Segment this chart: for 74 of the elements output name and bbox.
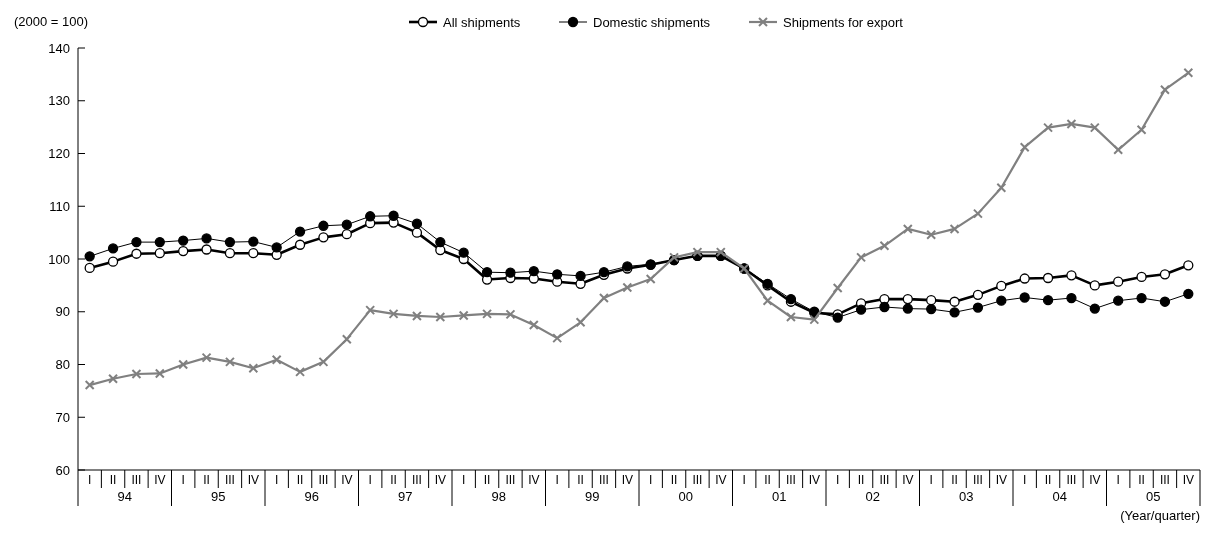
x-tick-label: IV	[341, 473, 353, 487]
y-tick-label: 100	[48, 251, 70, 267]
x-tick-label: I	[275, 473, 279, 487]
x-tick-label: IV	[434, 473, 446, 487]
legend-label: Shipments for export	[783, 14, 904, 30]
x-tick-label: IV	[528, 473, 540, 487]
x-tick-label: I	[555, 473, 559, 487]
x-tick-label: IV	[902, 473, 914, 487]
y-tick-label: 70	[55, 409, 70, 425]
text: 05	[1146, 489, 1161, 504]
text: 96	[304, 489, 319, 504]
x-tick-label: II	[670, 473, 678, 487]
x-tick-label: II	[203, 473, 210, 487]
x-tick-label: III	[224, 473, 235, 487]
x-tick-label: III	[1066, 473, 1077, 487]
x-tick-label: II	[483, 473, 491, 487]
x-tick-label: I	[462, 473, 466, 487]
y-tick-label: 130	[48, 93, 70, 109]
x-tick-label: IV	[1182, 473, 1194, 487]
x-tick-label: III	[1159, 473, 1170, 487]
x-tick-label: III	[785, 473, 796, 487]
x-tick-label: I	[1116, 473, 1120, 487]
y-tick-label: 120	[48, 146, 70, 162]
x-tick-label: I	[836, 473, 840, 487]
x-tick-label: IV	[621, 473, 633, 487]
legend-label: Domestic shipments	[593, 14, 711, 30]
x-tick-label: I	[929, 473, 933, 487]
y-tick-label: 110	[49, 198, 70, 214]
x-tick-label: II	[764, 473, 771, 487]
text: 00	[678, 489, 693, 504]
x-tick-label: II	[951, 473, 958, 487]
y-tick-label: 140	[48, 40, 70, 56]
x-tick-label: II	[1044, 473, 1052, 487]
y-axis-title: (2000 = 100)	[14, 14, 89, 29]
x-tick-label: II	[1138, 473, 1145, 487]
x-tick-label: I	[742, 473, 746, 487]
x-tick-label: IV	[154, 473, 166, 487]
x-tick-label: II	[296, 473, 304, 487]
x-tick-label: III	[411, 473, 422, 487]
x-tick-label: III	[505, 473, 516, 487]
x-tick-label: IV	[808, 473, 820, 487]
y-tick-label: 60	[55, 462, 70, 478]
x-tick-label: III	[598, 473, 609, 487]
text: 01	[772, 489, 787, 504]
x-tick-label: II	[577, 473, 584, 487]
x-tick-label: IV	[1089, 473, 1101, 487]
text: 03	[959, 489, 974, 504]
text: 99	[585, 489, 600, 504]
text: 97	[398, 489, 413, 504]
x-tick-label: I	[368, 473, 372, 487]
legend-label: All shipments	[443, 14, 521, 30]
text: 04	[1052, 489, 1067, 504]
x-axis-title: (Year/quarter)	[1120, 508, 1200, 523]
x-tick-label: I	[88, 473, 92, 487]
x-tick-label: IV	[247, 473, 259, 487]
x-tick-label: I	[1023, 473, 1027, 487]
x-tick-label: III	[131, 473, 142, 487]
x-tick-label: III	[879, 473, 890, 487]
text: 94	[117, 489, 132, 504]
y-tick-label: 90	[55, 304, 70, 320]
x-tick-label: I	[649, 473, 653, 487]
text: 98	[491, 489, 506, 504]
x-tick-label: IV	[715, 473, 727, 487]
text: 02	[865, 489, 880, 504]
y-tick-label: 80	[55, 357, 70, 373]
x-tick-label: II	[109, 473, 117, 487]
x-tick-label: II	[857, 473, 865, 487]
x-tick-label: IV	[995, 473, 1007, 487]
x-tick-label: III	[318, 473, 329, 487]
x-tick-label: III	[692, 473, 703, 487]
x-tick-label: II	[390, 473, 397, 487]
x-tick-label: I	[181, 473, 185, 487]
text: 95	[211, 489, 226, 504]
x-tick-label: III	[972, 473, 983, 487]
